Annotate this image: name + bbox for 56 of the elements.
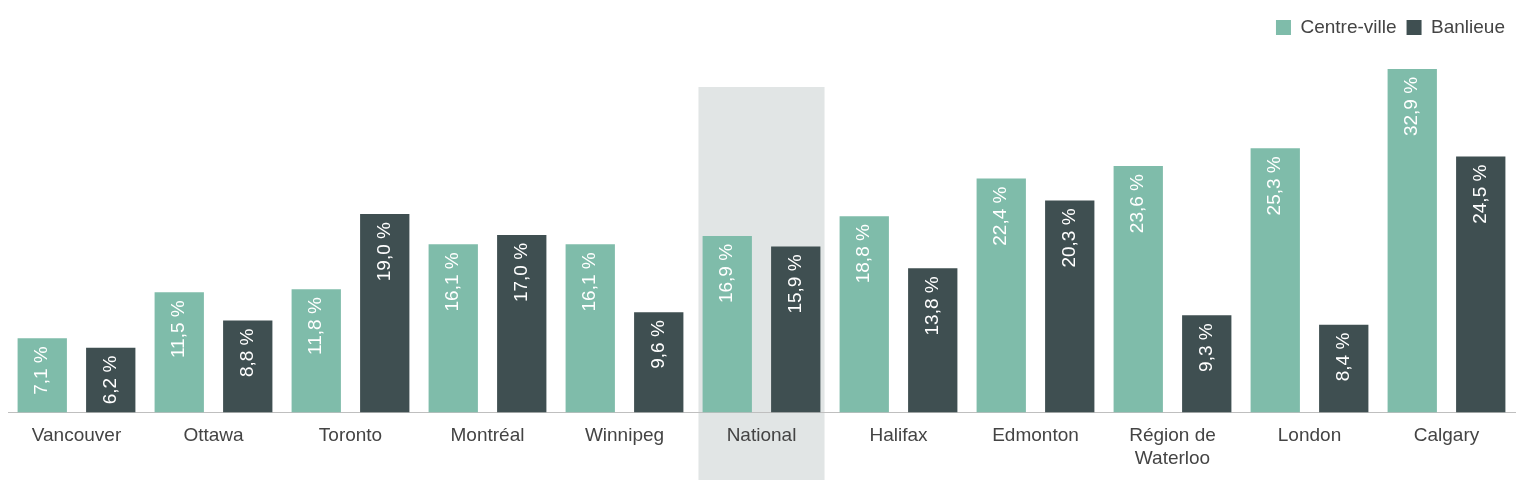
data-label: 6,2 % [98,355,120,405]
x-tick-label: Ottawa [183,424,245,446]
data-label: 9,3 % [1194,323,1216,372]
data-label: 7,1 % [30,346,52,395]
bar [428,244,478,413]
x-tick-label: Halifax [869,424,929,446]
bar [291,289,341,413]
bar [908,268,958,413]
bar [1250,148,1300,413]
bar [497,234,547,413]
bar [771,246,821,413]
data-label: 8,8 % [235,328,257,378]
x-tick-label: Vancouver [31,424,122,446]
data-label: 15,9 % [783,254,805,314]
bar [1387,68,1437,413]
data-label: 16,1 % [441,252,463,312]
data-label: 25,3 % [1263,156,1285,216]
x-tick-label: Région de Waterloo [1129,424,1216,468]
bar [976,178,1026,413]
bar [1456,156,1506,413]
bar [1319,324,1369,413]
data-label: 16,1 % [578,252,600,312]
x-tick-label: Winnipeg [584,424,665,446]
data-label: 22,4 % [989,186,1011,246]
legend-label: Banlieue [1431,15,1505,37]
data-label: 13,8 % [920,276,942,336]
x-tick-label: Toronto [318,424,383,446]
bar [17,338,67,413]
bar [702,235,752,413]
data-label: 23,6 % [1126,173,1148,234]
data-label: 17,0 % [509,242,531,303]
data-label: 9,6 % [646,320,668,369]
x-tick-label: London [1277,424,1342,446]
data-label: 11,8 % [304,297,326,355]
data-label: 20,3 % [1057,208,1079,268]
x-tick-label: Montréal [450,424,525,446]
bar [223,320,273,413]
data-label: 8,4 % [1331,332,1353,382]
data-label: 19,0 % [372,221,394,282]
data-label: 16,9 % [715,243,737,304]
data-label: 11,5 % [167,300,189,359]
x-tick-label: Edmonton [992,424,1079,446]
legend-label: Centre-ville [1300,15,1397,37]
data-label: 24,5 % [1468,164,1490,224]
x-tick-label: Calgary [1413,424,1480,446]
bar [360,214,410,413]
bar [154,292,204,413]
data-label: 32,9 % [1400,76,1422,137]
bar [1045,200,1095,413]
data-label: 18,8 % [852,224,874,284]
x-tick-label: National [726,424,797,446]
bar [565,244,615,413]
bar [1182,315,1232,413]
bar [1113,166,1163,413]
bar [839,216,889,413]
bar [634,312,684,413]
